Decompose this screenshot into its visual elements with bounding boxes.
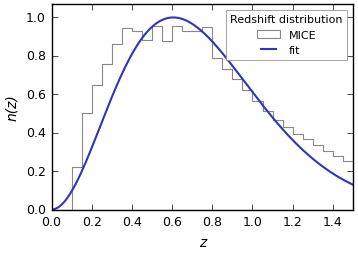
Y-axis label: n(z): n(z) bbox=[5, 94, 19, 121]
X-axis label: z: z bbox=[199, 235, 206, 249]
Legend: MICE, fit: MICE, fit bbox=[226, 10, 348, 60]
